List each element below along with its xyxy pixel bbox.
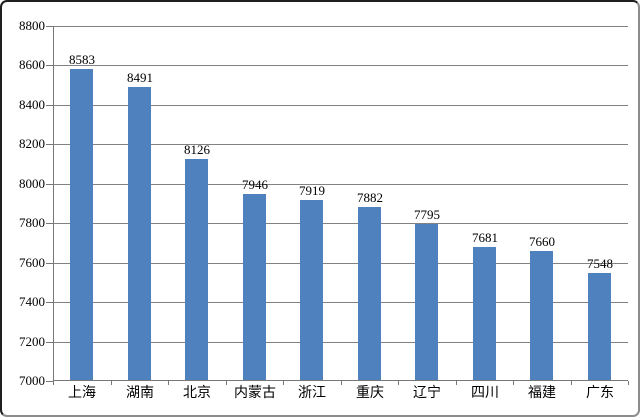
y-axis-tick-label: 8600 (19, 57, 45, 72)
gridline (53, 184, 628, 185)
x-axis-tick (168, 381, 169, 385)
x-axis-tick (226, 381, 227, 385)
bar-value-label: 7882 (357, 190, 383, 206)
x-axis-category-label: 广东 (586, 386, 614, 401)
y-axis-tick-label: 8000 (19, 176, 45, 191)
x-axis-category-label: 重庆 (356, 386, 384, 401)
gridline (53, 26, 628, 27)
x-axis-category-label: 辽宁 (413, 386, 441, 401)
bar (70, 68, 93, 381)
x-axis-tick (628, 381, 629, 385)
x-axis-tick (456, 381, 457, 385)
y-axis-line (53, 26, 54, 381)
x-axis-category-label: 内蒙古 (234, 386, 276, 401)
y-axis-tick (46, 184, 53, 185)
x-axis-tick (111, 381, 112, 385)
x-axis-category-label: 上海 (68, 386, 96, 401)
bar-value-label: 8491 (127, 69, 153, 85)
gridline (53, 65, 628, 66)
bar-value-label: 7795 (414, 207, 440, 223)
gridline (53, 223, 628, 224)
gridline (53, 263, 628, 264)
x-axis-tick (513, 381, 514, 385)
plot-area: 8583 8491 8126 7946 7919 7882 7795 7681 7660 7548 (46, 26, 629, 385)
x-axis-line (53, 380, 628, 381)
bar-value-label: 8126 (184, 141, 210, 157)
bar (300, 199, 323, 381)
x-axis-tick (571, 381, 572, 385)
y-axis-tick (46, 381, 53, 382)
bar (588, 272, 611, 381)
y-axis-tick-label: 7200 (19, 334, 45, 349)
bar-value-label: 7946 (242, 177, 268, 193)
bar-value-label: 7660 (529, 233, 555, 249)
bar (473, 246, 496, 381)
x-axis-tick (53, 381, 54, 385)
y-axis-tick (46, 263, 53, 264)
bar (243, 194, 266, 381)
bar-value-label: 7548 (587, 255, 613, 271)
bar-value-label: 7919 (299, 182, 325, 198)
y-axis-tick (46, 223, 53, 224)
bar (358, 207, 381, 381)
gridline (53, 302, 628, 303)
y-axis-tick-label: 8800 (19, 18, 45, 33)
x-axis-tick (283, 381, 284, 385)
bar-value-label: 8583 (69, 51, 95, 67)
y-axis-tick-label: 7400 (19, 294, 45, 309)
bar (128, 86, 151, 381)
gridline (53, 105, 628, 106)
y-axis-tick (46, 144, 53, 145)
x-axis-category-label: 湖南 (126, 386, 154, 401)
y-axis-tick (46, 342, 53, 343)
x-axis-category-label: 北京 (183, 386, 211, 401)
y-axis-tick (46, 105, 53, 106)
y-axis-tick-label: 8400 (19, 97, 45, 112)
x-axis-category-label: 四川 (471, 386, 499, 401)
y-axis-tick-label: 8200 (19, 136, 45, 151)
bar (415, 224, 438, 381)
gridline (53, 144, 628, 145)
y-axis-tick-label: 7800 (19, 215, 45, 230)
x-axis-category-label: 福建 (528, 386, 556, 401)
y-axis-tick (46, 302, 53, 303)
x-axis-tick (398, 381, 399, 385)
y-axis-tick (46, 26, 53, 27)
y-axis-tick-label: 7600 (19, 255, 45, 270)
bar (185, 158, 208, 381)
bar-value-label: 7681 (472, 229, 498, 245)
y-axis-tick (46, 65, 53, 66)
x-axis-category-label: 浙江 (298, 386, 326, 401)
x-axis-tick (341, 381, 342, 385)
bar (530, 250, 553, 381)
gridline (53, 342, 628, 343)
y-axis-tick-label: 7000 (19, 373, 45, 388)
